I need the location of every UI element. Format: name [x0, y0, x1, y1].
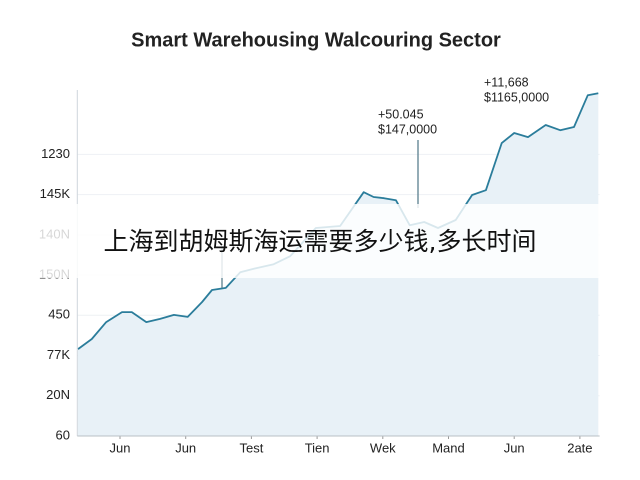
- annotation: $147,0000: [378, 122, 437, 136]
- overlay-text: 上海到胡姆斯海运需要多少钱,多长时间: [104, 227, 537, 256]
- x-tick-label: 2ate: [567, 440, 592, 455]
- x-tick-label: Wek: [370, 440, 396, 455]
- x-tick-label: Tien: [305, 440, 330, 455]
- y-tick-label: 450: [48, 307, 70, 322]
- annotation: +50.045: [378, 107, 424, 121]
- y-tick-label: 20N: [46, 387, 70, 402]
- chart-title: Smart Warehousing Walcouring Sector: [131, 29, 501, 51]
- y-tick-label: 145K: [40, 186, 71, 201]
- annotation: $1165,0000: [484, 90, 549, 104]
- y-tick-label: 77K: [47, 347, 70, 362]
- x-tick-label: Mand: [432, 440, 465, 455]
- y-tick-label: 60: [56, 427, 70, 442]
- x-tick-label: Jun: [504, 440, 525, 455]
- x-tick-label: Test: [239, 440, 263, 455]
- y-tick-label: 1230: [41, 146, 70, 161]
- x-tick-label: Jun: [175, 440, 196, 455]
- x-tick-label: Jun: [110, 440, 131, 455]
- annotation: +11,668: [484, 75, 529, 89]
- overlay-banner: [0, 204, 640, 278]
